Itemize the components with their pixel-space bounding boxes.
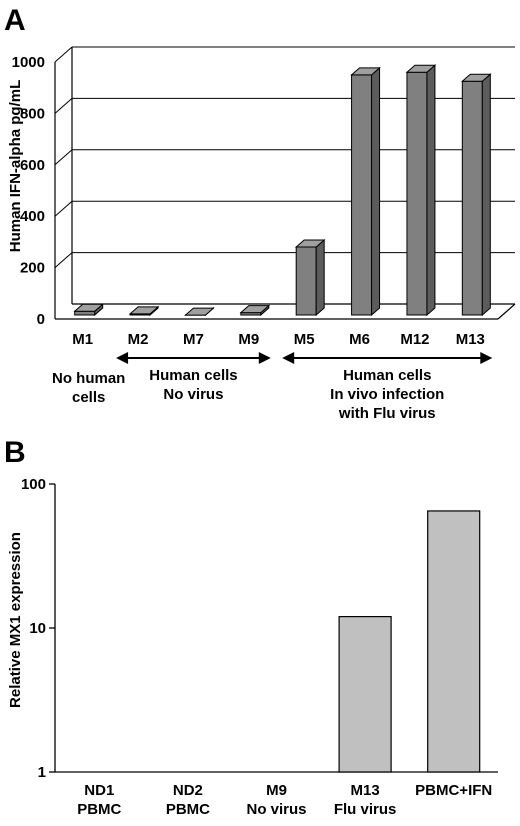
panel-a-group: No human cells — [52, 370, 125, 406]
panel-a-y-tick-label: 200 — [20, 260, 45, 277]
panel-a-category-label: M13 — [456, 331, 485, 348]
panel-b-y-tick-label: 1 — [38, 764, 46, 781]
panel-a-gridline-slant — [54, 200, 73, 217]
panel-a-bar — [405, 64, 437, 317]
panel-a-letter: A — [4, 4, 26, 37]
panel-a-group: Human cells No virus — [116, 352, 271, 403]
panel-a-group-label: In vivo infection — [330, 386, 444, 403]
panel-a-bar-top — [350, 67, 381, 76]
panel-b-category-labels: ND1 PBMC ND2 PBMC M9 No virus M13 Flu virus PBMC… — [77, 782, 492, 818]
panel-a-bar — [73, 303, 105, 317]
panel-a-axes — [54, 47, 516, 320]
panel-a-category-labels: M1 M2 M7 M9 M5 M6 M12 M13 — [72, 331, 485, 348]
panel-b-y-axis-label: Relative MX1 expression — [7, 532, 24, 708]
panel-b-category-label: No virus — [246, 801, 306, 818]
panel-a-group-label: cells — [72, 389, 105, 406]
panel-a-bars — [73, 64, 492, 317]
panel-a-bar-side — [426, 64, 436, 317]
panel-a-group-arrowhead-left — [116, 352, 129, 364]
panel-a-group-arrowhead-right — [480, 352, 493, 364]
panel-a-bar-top — [239, 305, 271, 314]
panel-a-category-label: M6 — [349, 331, 370, 348]
panel-a-gridline-slant — [54, 149, 73, 166]
panel-b-category-label: M13 — [351, 782, 380, 799]
panel-a-bar-side — [481, 73, 491, 317]
panel-a-bar-side — [315, 238, 325, 317]
panel-a-category-label: M2 — [128, 331, 149, 348]
panel-a-bar-front — [406, 71, 428, 316]
panel-b-chart: B Relative MX1 expression 1 10 100 ND1 PBMC… — [4, 436, 498, 818]
panel-a-bar-top — [405, 64, 437, 73]
panel-a-bar — [128, 305, 160, 317]
panel-a-bar-top — [184, 307, 215, 316]
panel-a-gridline-slant — [54, 46, 73, 63]
panel-b-bars — [338, 510, 481, 773]
panel-a-category-label: M5 — [294, 331, 315, 348]
panel-a-group-label: Human cells — [343, 367, 431, 384]
panel-b-bar — [338, 615, 392, 773]
panel-a-category-label: M7 — [183, 331, 204, 348]
panel-a-group-label: No human — [52, 370, 125, 387]
panel-a-floor-edge — [497, 303, 516, 320]
panel-a-y-axis-label: Human IFN-alpha pg/mL — [7, 80, 24, 253]
panel-a-bar-top — [294, 239, 326, 248]
panel-a-group-arrowhead-right — [258, 352, 271, 364]
panel-b-category-label: PBMC — [166, 801, 210, 818]
panel-a-bar-front — [295, 246, 317, 316]
panel-a-gridlines — [54, 46, 515, 268]
panel-a-bar-front — [461, 80, 483, 316]
panel-a-category-label: M1 — [72, 331, 93, 348]
panel-a-gridline-slant — [54, 98, 73, 114]
panel-a-bar — [460, 73, 492, 317]
panel-b-y-ticks: 1 10 100 — [21, 476, 55, 781]
panel-a-y-tick-label: 400 — [20, 208, 45, 225]
panel-a-y-tick-label: 1000 — [12, 54, 45, 71]
panel-a-y-ticks: 0 200 400 600 800 1000 — [12, 54, 45, 328]
panel-b-category-label: ND1 — [84, 782, 114, 799]
panel-a-y-tick-label: 800 — [20, 105, 45, 122]
panel-a-group-label: No virus — [163, 386, 223, 403]
panel-a-group-arrowhead-left — [282, 352, 295, 364]
panel-b-y-tick-label: 10 — [29, 620, 46, 637]
panel-a-group-label: with Flu virus — [338, 405, 436, 422]
panel-b-bar — [427, 510, 481, 773]
panel-a-category-label: M12 — [400, 331, 429, 348]
panel-a-bar-top — [460, 73, 492, 82]
panel-a-group-label: Human cells — [149, 367, 237, 384]
panel-a-chart: A Human IFN-alpha pg/mL 0 200 400 600 800 100… — [4, 4, 516, 422]
panel-a-category-label: M9 — [238, 331, 259, 348]
panel-a-bar — [294, 238, 326, 317]
panel-a-bar-top — [128, 306, 160, 315]
panel-a-y-tick-label: 600 — [20, 157, 45, 174]
panel-b-category-label: PBMC — [77, 801, 121, 818]
panel-a-bar-side — [371, 66, 381, 317]
panel-b-category-label: M9 — [266, 782, 287, 799]
panel-b-letter: B — [4, 436, 26, 469]
panel-a-gridline-slant — [54, 252, 73, 268]
panel-b-category-label: PBMC+IFN — [415, 782, 492, 799]
panel-a-bar-top — [73, 303, 105, 312]
panel-a-bar — [239, 304, 271, 317]
panel-a-y-tick-label: 0 — [37, 311, 45, 328]
panel-a-group: Human cells In vivo infection with Flu vir… — [282, 352, 493, 422]
panel-b-y-tick-label: 100 — [21, 476, 46, 493]
panel-a-bar-front — [74, 310, 96, 316]
panel-b-category-label: ND2 — [173, 782, 203, 799]
panel-b-category-label: Flu virus — [334, 801, 397, 818]
panel-a-bar-front — [351, 74, 373, 316]
panel-a-bar — [350, 66, 381, 317]
panel-a-bar — [184, 306, 215, 317]
